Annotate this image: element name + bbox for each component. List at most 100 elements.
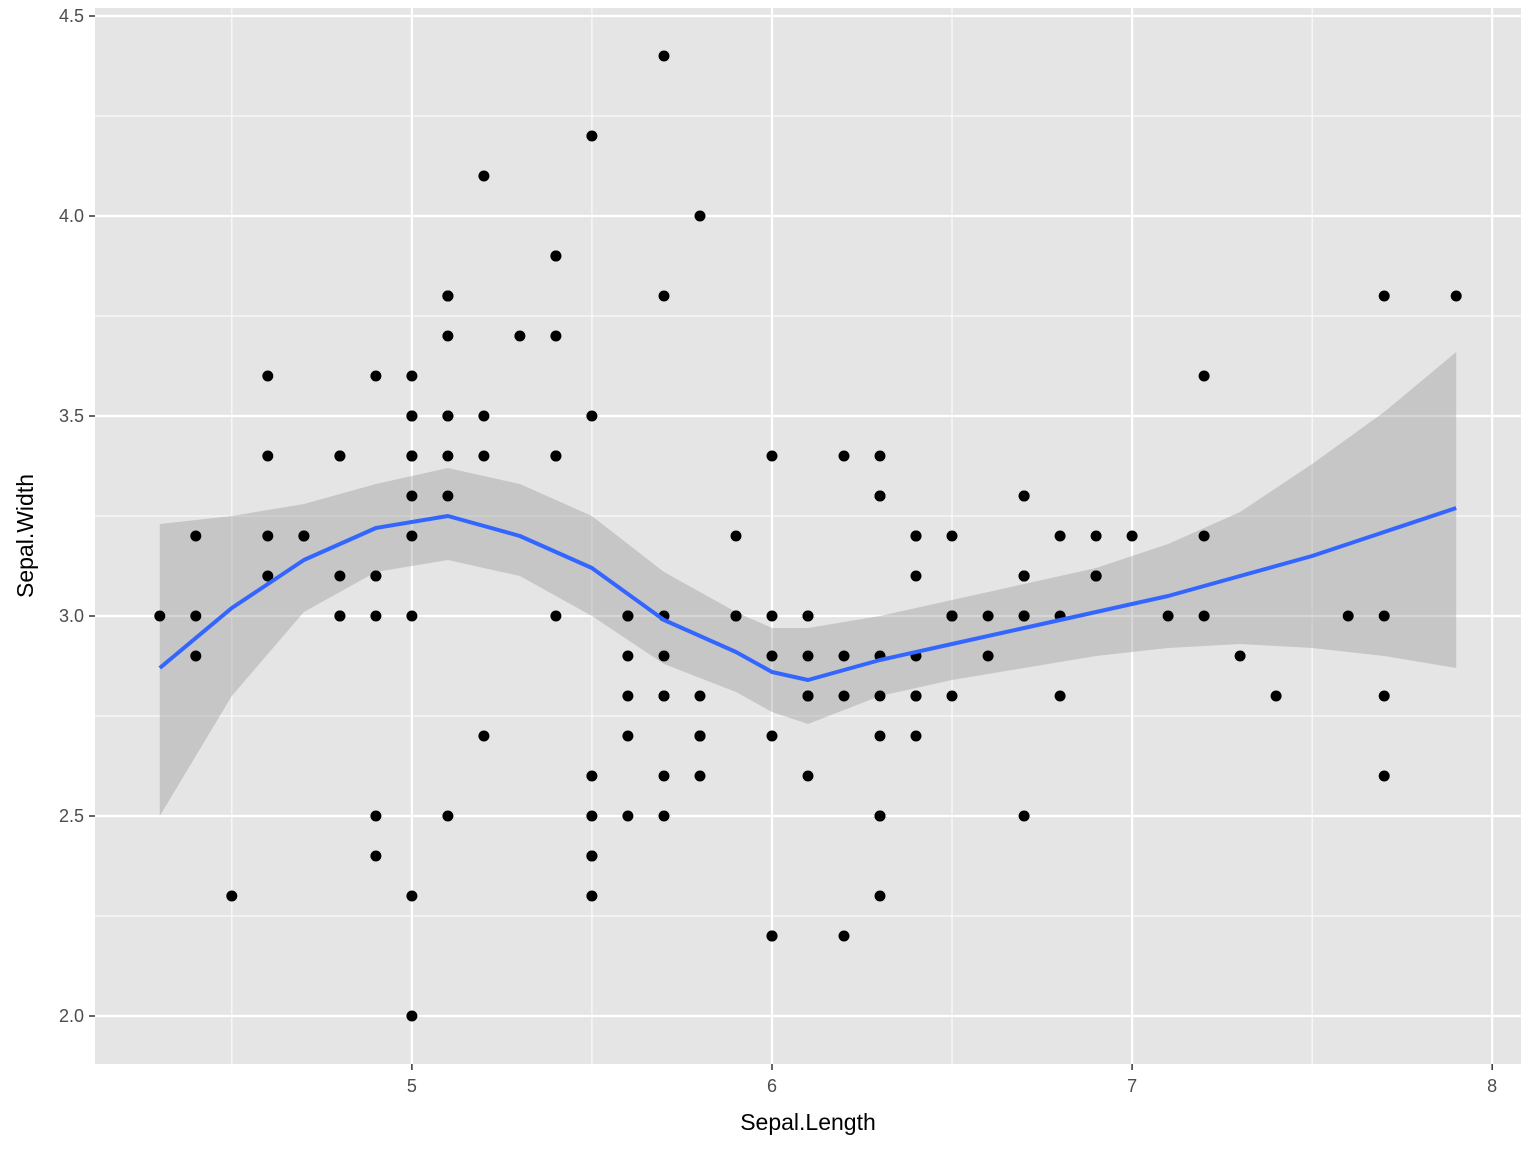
data-point: [875, 691, 886, 702]
data-point: [406, 611, 417, 622]
data-point: [586, 851, 597, 862]
y-axis-title: Sepal.Width: [12, 474, 38, 598]
data-point: [370, 611, 381, 622]
y-tick-label: 4.0: [59, 206, 84, 226]
data-point: [659, 51, 670, 62]
data-point: [334, 611, 345, 622]
data-point: [1127, 531, 1138, 542]
data-point: [659, 651, 670, 662]
data-point: [622, 651, 633, 662]
x-axis-title: Sepal.Length: [740, 1109, 876, 1135]
data-point: [190, 531, 201, 542]
data-point: [406, 531, 417, 542]
data-point: [1379, 691, 1390, 702]
x-tick-label: 8: [1487, 1076, 1497, 1096]
data-point: [803, 771, 814, 782]
data-point: [659, 291, 670, 302]
data-point: [442, 411, 453, 422]
data-point: [334, 451, 345, 462]
data-point: [875, 811, 886, 822]
data-point: [1451, 291, 1462, 302]
data-point: [442, 811, 453, 822]
data-point: [947, 531, 958, 542]
x-tick-label: 6: [767, 1076, 777, 1096]
data-point: [442, 291, 453, 302]
data-point: [1019, 491, 1030, 502]
data-point: [406, 491, 417, 502]
data-point: [370, 371, 381, 382]
data-point: [803, 651, 814, 662]
y-tick-label: 3.0: [59, 606, 84, 626]
data-point: [154, 611, 165, 622]
data-point: [370, 571, 381, 582]
data-point: [550, 611, 561, 622]
data-point: [767, 651, 778, 662]
data-point: [911, 531, 922, 542]
data-point: [1199, 371, 1210, 382]
data-point: [586, 131, 597, 142]
data-point: [550, 331, 561, 342]
data-point: [875, 891, 886, 902]
data-point: [695, 771, 706, 782]
data-point: [586, 891, 597, 902]
data-point: [586, 811, 597, 822]
data-point: [767, 731, 778, 742]
data-point: [190, 611, 201, 622]
data-point: [406, 891, 417, 902]
data-point: [875, 731, 886, 742]
x-tick-label: 5: [407, 1076, 417, 1096]
data-point: [911, 691, 922, 702]
data-point: [983, 651, 994, 662]
data-point: [1199, 531, 1210, 542]
data-point: [1019, 811, 1030, 822]
data-point: [478, 411, 489, 422]
data-point: [406, 451, 417, 462]
data-point: [875, 451, 886, 462]
data-point: [1271, 691, 1282, 702]
data-point: [659, 691, 670, 702]
data-point: [550, 251, 561, 262]
data-point: [875, 491, 886, 502]
data-point: [1199, 611, 1210, 622]
x-tick-label: 7: [1127, 1076, 1137, 1096]
data-point: [1055, 691, 1066, 702]
data-point: [622, 731, 633, 742]
data-point: [1091, 531, 1102, 542]
data-point: [262, 371, 273, 382]
y-tick-label: 2.0: [59, 1006, 84, 1026]
data-point: [803, 611, 814, 622]
data-point: [442, 491, 453, 502]
data-point: [262, 531, 273, 542]
data-point: [298, 531, 309, 542]
data-point: [803, 691, 814, 702]
data-point: [478, 451, 489, 462]
data-point: [334, 571, 345, 582]
data-point: [406, 411, 417, 422]
data-point: [622, 811, 633, 822]
data-point: [839, 451, 850, 462]
data-point: [1379, 611, 1390, 622]
data-point: [839, 651, 850, 662]
data-point: [478, 731, 489, 742]
data-point: [622, 611, 633, 622]
data-point: [767, 931, 778, 942]
data-point: [1235, 651, 1246, 662]
data-point: [695, 691, 706, 702]
data-point: [839, 931, 850, 942]
data-point: [659, 811, 670, 822]
data-point: [947, 691, 958, 702]
data-point: [1343, 611, 1354, 622]
data-point: [911, 731, 922, 742]
data-point: [1379, 771, 1390, 782]
data-point: [442, 331, 453, 342]
data-point: [731, 611, 742, 622]
data-point: [550, 451, 561, 462]
y-tick-label: 2.5: [59, 806, 84, 826]
x-axis: 5 6 7 8: [407, 1064, 1497, 1096]
data-point: [622, 691, 633, 702]
data-point: [695, 211, 706, 222]
data-point: [911, 571, 922, 582]
data-point: [478, 171, 489, 182]
data-point: [1019, 571, 1030, 582]
